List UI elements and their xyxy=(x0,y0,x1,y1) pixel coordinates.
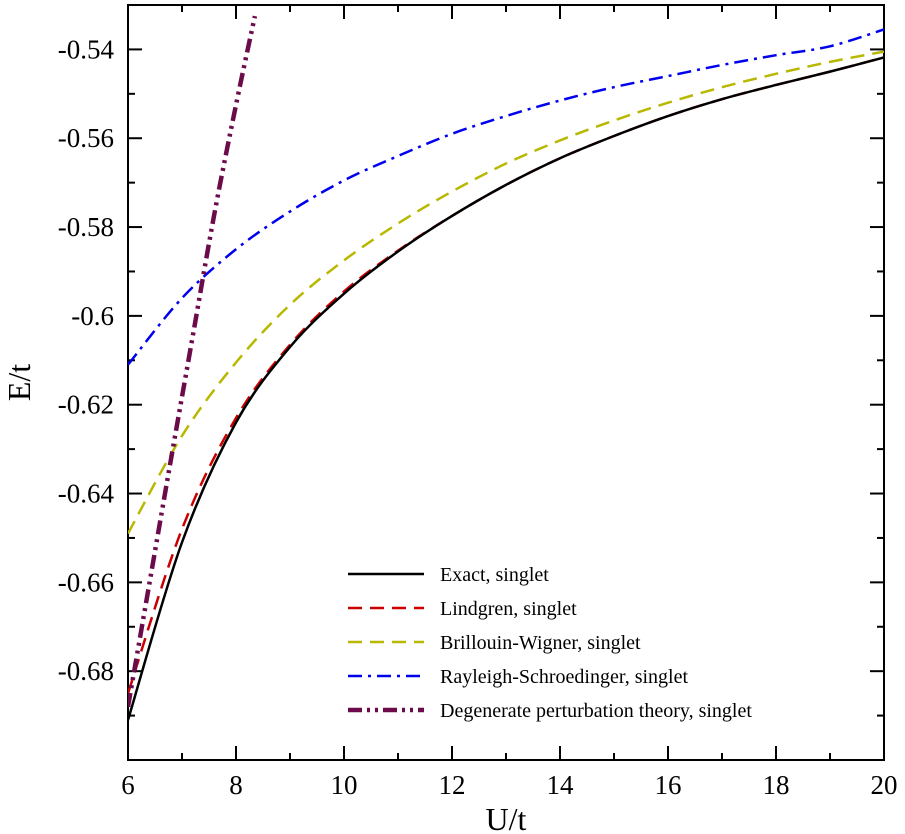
legend: Exact, singlet Lindgren, singlet Brillouin… xyxy=(348,564,752,722)
x-tick-label: 20 xyxy=(871,770,898,800)
x-tick-label: 8 xyxy=(229,770,243,800)
legend-label-2: Brillouin-Wigner, singlet xyxy=(440,632,641,654)
x-tick-label: 18 xyxy=(763,770,790,800)
y-axis-title: E/t xyxy=(1,364,37,401)
x-tick-label: 6 xyxy=(121,770,135,800)
data-series xyxy=(128,15,884,721)
legend-label-4: Degenerate perturbation theory, singlet xyxy=(440,700,752,722)
series-line-2 xyxy=(128,50,884,535)
y-tick-label: -0.54 xyxy=(58,34,115,64)
y-tick-label: -0.68 xyxy=(58,656,114,686)
y-tick-label: -0.56 xyxy=(58,123,114,153)
x-tick-label: 10 xyxy=(331,770,358,800)
y-tick-label: -0.58 xyxy=(58,212,114,242)
x-tick-label: 16 xyxy=(655,770,682,800)
y-tick-label: -0.62 xyxy=(58,390,114,420)
series-line-4 xyxy=(128,15,258,708)
legend-label-0: Exact, singlet xyxy=(440,564,549,586)
axis-ticks xyxy=(127,4,885,760)
x-tick-label: 14 xyxy=(547,770,575,800)
x-tick-label: 12 xyxy=(439,770,466,800)
axis-tick-labels: 6 8 10 12 14 16 18 20 -0.68 -0.66 -0.64 -0.62 -0.6 -0… xyxy=(58,34,898,800)
legend-label-3: Rayleigh-Schroedinger, singlet xyxy=(440,666,688,688)
series-line-0 xyxy=(128,56,884,721)
y-tick-label: -0.6 xyxy=(71,301,114,331)
legend-label-1: Lindgren, singlet xyxy=(440,598,577,620)
y-tick-label: -0.66 xyxy=(58,567,114,597)
x-axis-title: U/t xyxy=(486,801,527,834)
series-line-3 xyxy=(128,28,884,366)
y-tick-label: -0.64 xyxy=(58,479,115,509)
